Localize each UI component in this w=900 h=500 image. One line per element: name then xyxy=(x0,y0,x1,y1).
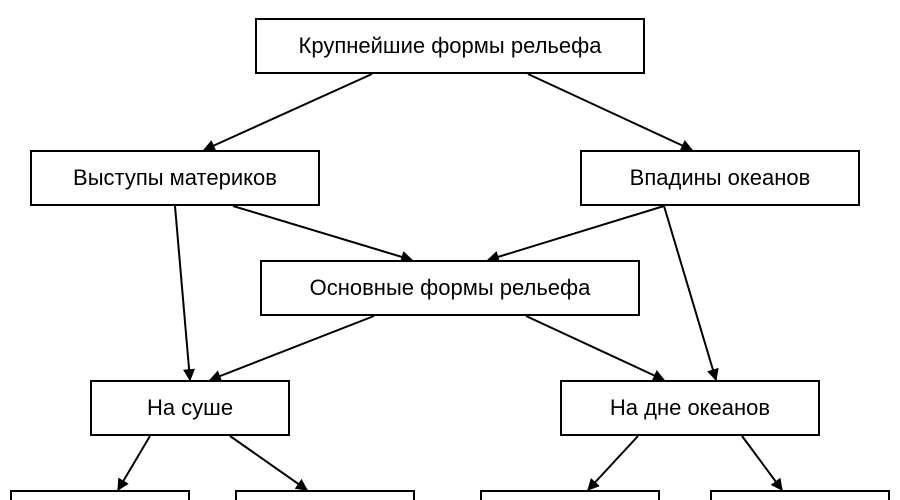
edge-ocean-main xyxy=(488,206,664,260)
edge-seabed-b4 xyxy=(742,436,782,490)
node-b2 xyxy=(235,490,415,500)
node-main: Основные формы рельефа xyxy=(260,260,640,316)
node-cont: Выступы материков xyxy=(30,150,320,206)
edge-land-b1 xyxy=(118,436,150,490)
edge-cont-main xyxy=(233,206,412,260)
edge-main-seabed xyxy=(526,316,664,380)
edge-ocean-seabed xyxy=(664,206,716,380)
node-b1 xyxy=(10,490,190,500)
edge-top-ocean xyxy=(528,74,692,150)
edge-main-land xyxy=(210,316,374,380)
node-seabed: На дне океанов xyxy=(560,380,820,436)
edge-cont-land xyxy=(175,206,190,380)
edge-seabed-b3 xyxy=(588,436,638,490)
node-land: На суше xyxy=(90,380,290,436)
node-b3 xyxy=(480,490,660,500)
node-b4 xyxy=(710,490,890,500)
edge-top-cont xyxy=(204,74,372,150)
node-top: Крупнейшие формы рельефа xyxy=(255,18,645,74)
edge-land-b2 xyxy=(230,436,307,490)
diagram-stage: Крупнейшие формы рельефа Выступы материко… xyxy=(0,0,900,500)
node-ocean: Впадины океанов xyxy=(580,150,860,206)
